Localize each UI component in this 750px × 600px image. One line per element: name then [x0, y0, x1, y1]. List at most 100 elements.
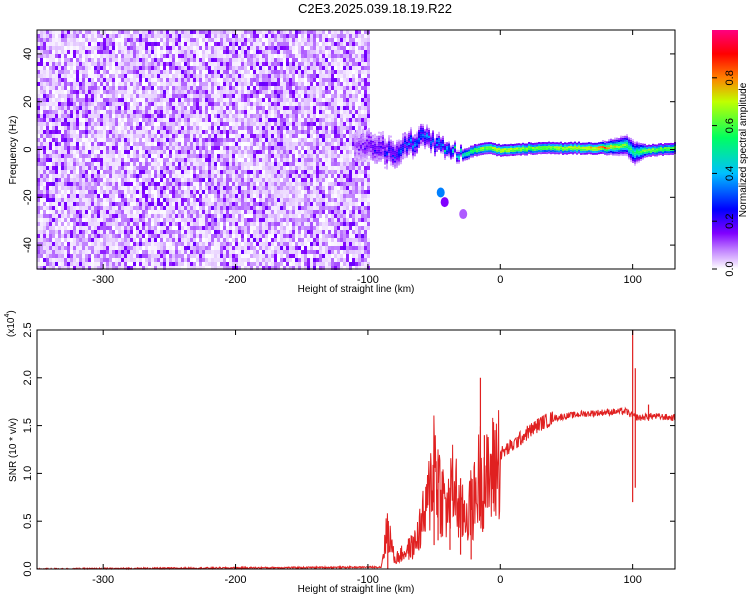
- heatmap-cell: [235, 134, 238, 138]
- heatmap-cell: [160, 142, 163, 146]
- heatmap-cell: [85, 154, 88, 158]
- heatmap-cell: [124, 170, 127, 174]
- heatmap-cell: [346, 158, 349, 162]
- heatmap-cell: [250, 62, 253, 66]
- heatmap-cell: [151, 154, 154, 158]
- heatmap-cell: [37, 94, 40, 98]
- heatmap-cell: [268, 102, 271, 106]
- heatmap-cell: [205, 42, 208, 46]
- heatmap-cell: [64, 166, 67, 170]
- heatmap-cell: [103, 102, 106, 106]
- heatmap-cell: [262, 130, 265, 134]
- heatmap-cell: [106, 86, 109, 90]
- heatmap-cell: [49, 86, 52, 90]
- heatmap-cell: [130, 202, 133, 206]
- heatmap-cell: [109, 146, 112, 150]
- heatmap-cell: [283, 74, 286, 78]
- heatmap-cell: [313, 166, 316, 170]
- heatmap-cell: [343, 138, 346, 142]
- heatmap-cell: [298, 130, 301, 134]
- heatmap-cell: [223, 190, 226, 194]
- heatmap-cell: [253, 170, 256, 174]
- heatmap-cell: [292, 130, 295, 134]
- heatmap-cell: [37, 58, 40, 62]
- heatmap-cell: [76, 58, 79, 62]
- heatmap-cell: [121, 42, 124, 46]
- heatmap-cell: [310, 134, 313, 138]
- heatmap-cell: [241, 114, 244, 118]
- heatmap-cell: [145, 138, 148, 142]
- heatmap-cell: [100, 178, 103, 182]
- heatmap-cell: [289, 174, 292, 178]
- heatmap-cell: [334, 194, 337, 198]
- heatmap-cell: [82, 182, 85, 186]
- heatmap-cell: [106, 34, 109, 38]
- heatmap-cell: [217, 58, 220, 62]
- heatmap-cell: [193, 146, 196, 150]
- heatmap-cell: [355, 102, 358, 106]
- heatmap-cell: [163, 154, 166, 158]
- heatmap-cell: [52, 198, 55, 202]
- heatmap-cell: [307, 106, 310, 110]
- heatmap-cell: [142, 54, 145, 58]
- heatmap-cell: [82, 106, 85, 110]
- heatmap-cell: [280, 190, 283, 194]
- heatmap-cell: [157, 90, 160, 94]
- heatmap-cell: [310, 178, 313, 182]
- heatmap-cell: [136, 122, 139, 126]
- heatmap-cell: [226, 58, 229, 62]
- heatmap-cell: [319, 178, 322, 182]
- heatmap-cell: [337, 62, 340, 66]
- heatmap-cell: [76, 178, 79, 182]
- heatmap-cell: [190, 74, 193, 78]
- heatmap-cell: [97, 206, 100, 210]
- heatmap-cell: [220, 142, 223, 146]
- heatmap-cell: [268, 206, 271, 210]
- heatmap-cell: [139, 166, 142, 170]
- heatmap-cell: [334, 130, 337, 134]
- heatmap-cell: [43, 130, 46, 134]
- heatmap-cell: [124, 90, 127, 94]
- heatmap-cell: [46, 98, 49, 102]
- heatmap-cell: [94, 150, 97, 154]
- heatmap-cell: [187, 150, 190, 154]
- heatmap-cell: [226, 34, 229, 38]
- heatmap-cell: [301, 78, 304, 82]
- heatmap-cell: [166, 62, 169, 66]
- heatmap-cell: [79, 38, 82, 42]
- heatmap-cell: [298, 114, 301, 118]
- heatmap-cell: [160, 66, 163, 70]
- heatmap-cell: [133, 86, 136, 90]
- heatmap-cell: [355, 46, 358, 50]
- heatmap-cell: [349, 34, 352, 38]
- heatmap-cell: [235, 146, 238, 150]
- heatmap-cell: [190, 106, 193, 110]
- heatmap-cell: [274, 118, 277, 122]
- heatmap-cell: [46, 110, 49, 114]
- heatmap-cell: [202, 146, 205, 150]
- heatmap-cell: [115, 174, 118, 178]
- heatmap-cell: [70, 58, 73, 62]
- heatmap-cell: [298, 102, 301, 106]
- heatmap-cell: [238, 110, 241, 114]
- heatmap-cell: [154, 142, 157, 146]
- heatmap-cell: [352, 206, 355, 210]
- heatmap-cell: [196, 46, 199, 50]
- heatmap-cell: [307, 146, 310, 150]
- heatmap-cell: [205, 190, 208, 194]
- heatmap-cell: [121, 170, 124, 174]
- heatmap-cell: [256, 102, 259, 106]
- heatmap-cell: [202, 170, 205, 174]
- heatmap-cell: [244, 66, 247, 70]
- heatmap-cell: [133, 90, 136, 94]
- heatmap-cell: [199, 58, 202, 62]
- heatmap-cell: [82, 30, 85, 34]
- heatmap-cell: [223, 122, 226, 126]
- heatmap-cell: [244, 34, 247, 38]
- heatmap-cell: [61, 134, 64, 138]
- heatmap-cell: [298, 86, 301, 90]
- heatmap-cell: [364, 90, 367, 94]
- heatmap-cell: [49, 78, 52, 82]
- heatmap-cell: [166, 78, 169, 82]
- heatmap-cell: [130, 206, 133, 210]
